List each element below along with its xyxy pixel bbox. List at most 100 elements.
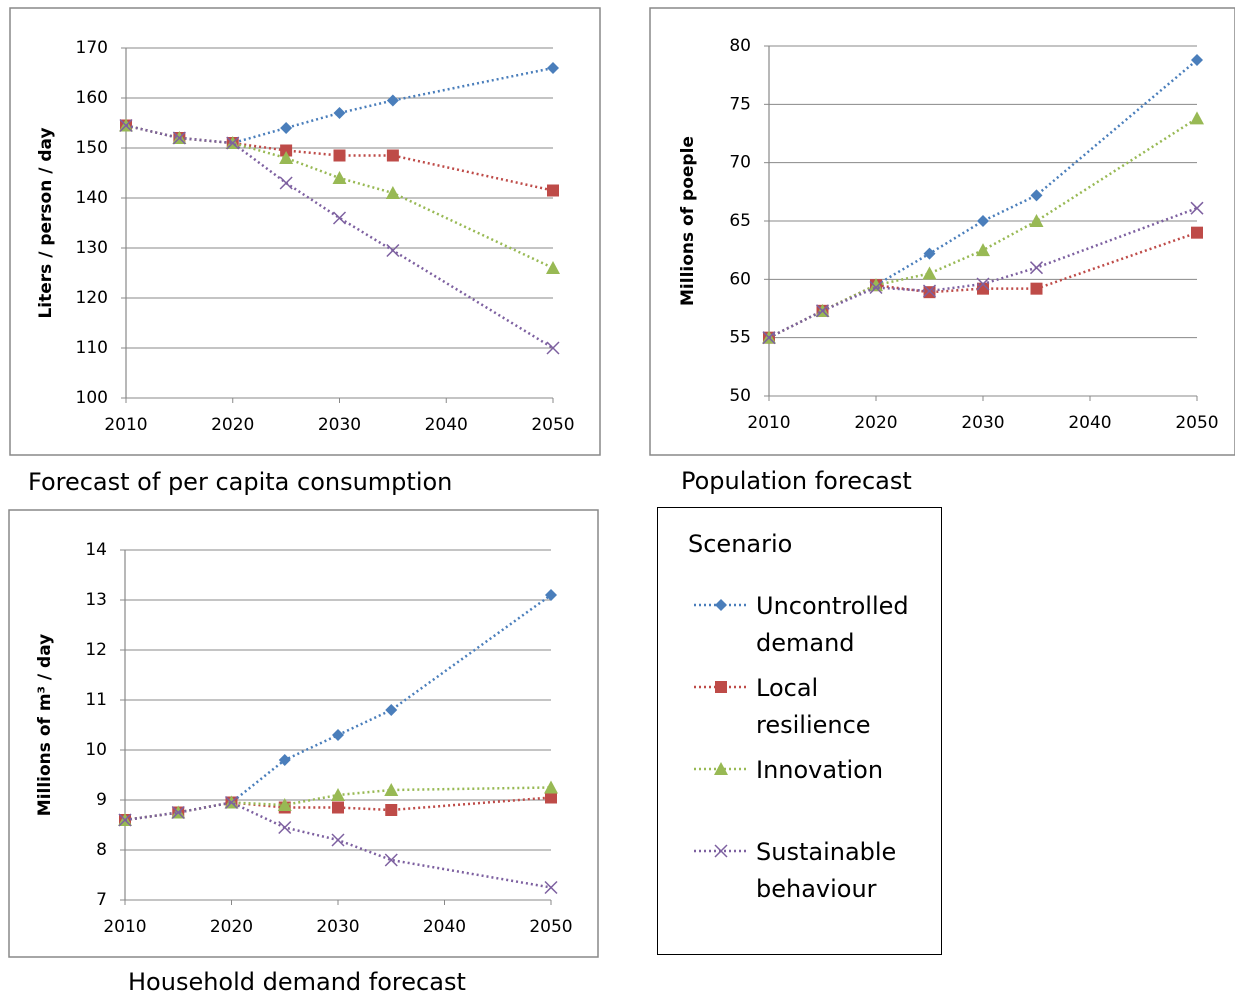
series-line — [125, 66, 554, 145]
data-point — [118, 813, 132, 827]
y-tick-label: 14 — [85, 540, 107, 560]
marker-stroke — [224, 795, 239, 810]
y-tick-label: 120 — [76, 288, 108, 308]
data-point — [1191, 226, 1203, 239]
data-point — [547, 62, 559, 74]
data-point — [385, 186, 400, 199]
data-point — [385, 804, 398, 816]
series-line — [768, 117, 1198, 339]
legend-marker — [715, 681, 727, 693]
x-tick-label: 2050 — [529, 917, 572, 937]
x-tick-label: 2030 — [961, 413, 1004, 433]
data-point — [171, 805, 185, 820]
y-axis-label: Liters / person / day — [36, 127, 56, 318]
data-point — [1029, 214, 1044, 227]
data-point — [280, 144, 293, 157]
y-tick-label: 130 — [76, 238, 108, 258]
x-tick-label: 2010 — [104, 415, 147, 435]
marker-stroke — [714, 844, 728, 858]
legend: Scenario Uncontrolled demand Local resili… — [657, 507, 942, 955]
data-point — [976, 277, 990, 291]
data-point — [172, 131, 186, 145]
data-point — [544, 880, 558, 895]
legend-marker — [714, 844, 728, 858]
y-tick-label: 80 — [729, 36, 751, 56]
data-point — [280, 122, 293, 134]
legend-label: Innovation — [756, 756, 884, 784]
marker-stroke — [119, 118, 133, 133]
legend-title: Scenario — [688, 530, 793, 558]
marker-stroke — [226, 136, 240, 150]
data-point — [922, 266, 937, 280]
data-point — [545, 589, 557, 601]
chart-caption: Household demand forecast — [128, 968, 466, 996]
data-point — [385, 704, 398, 716]
y-tick-label: 55 — [729, 328, 751, 348]
data-point — [277, 798, 292, 811]
y-tick-label: 110 — [76, 338, 108, 358]
marker-stroke — [172, 131, 186, 145]
data-point — [333, 107, 346, 119]
y-tick-label: 100 — [76, 388, 108, 408]
data-point — [332, 729, 344, 741]
chart-caption: Population forecast — [681, 467, 912, 495]
marker-stroke — [546, 341, 560, 355]
legend-swatch — [694, 599, 748, 611]
data-point — [815, 304, 830, 318]
y-tick-label: 12 — [85, 640, 107, 660]
marker-stroke — [976, 277, 990, 291]
data-point — [1191, 54, 1203, 66]
y-tick-label: 8 — [96, 840, 107, 860]
data-point — [331, 833, 345, 847]
y-axis-label: Millions of m³ / day — [35, 634, 55, 816]
x-tick-label: 2040 — [423, 917, 466, 937]
data-point — [976, 243, 990, 257]
marker-stroke — [332, 211, 347, 225]
y-tick-label: 75 — [729, 94, 751, 114]
data-point — [1190, 201, 1204, 215]
data-point — [279, 151, 294, 164]
data-point — [226, 136, 240, 150]
data-point — [547, 184, 559, 197]
x-tick-label: 2050 — [531, 415, 574, 435]
y-tick-label: 65 — [729, 211, 751, 231]
marker-stroke — [118, 813, 132, 827]
series-line — [124, 593, 552, 822]
data-point — [386, 94, 399, 107]
y-tick-label: 13 — [85, 590, 107, 610]
x-tick-label: 2010 — [747, 413, 790, 433]
y-tick-label: 9 — [96, 790, 107, 810]
legend-label: Local resilience — [756, 674, 871, 739]
data-point — [1029, 261, 1044, 275]
legend-marker — [714, 762, 728, 775]
marker-stroke — [544, 880, 558, 895]
y-tick-label: 140 — [76, 188, 108, 208]
y-tick-label: 50 — [729, 386, 751, 406]
y-axis-label: Millions of poeple — [678, 136, 698, 306]
marker-stroke — [1190, 201, 1204, 215]
data-point — [1030, 189, 1043, 202]
marker-stroke — [762, 331, 776, 345]
data-point — [977, 282, 989, 295]
y-tick-label: 70 — [729, 153, 751, 173]
y-tick-label: 60 — [729, 269, 751, 289]
data-point — [386, 149, 399, 162]
x-tick-label: 2010 — [103, 917, 146, 937]
legend-swatch — [694, 762, 748, 775]
legend-marker — [715, 599, 727, 611]
data-point — [278, 754, 291, 766]
y-tick-label: 11 — [85, 690, 107, 710]
legend-label: Uncontrolled demand — [756, 592, 909, 657]
marker-stroke — [278, 820, 292, 835]
data-point — [922, 284, 937, 298]
legend-swatch — [694, 681, 748, 693]
marker-stroke — [922, 284, 937, 298]
data-point — [1030, 282, 1043, 295]
data-point — [1190, 111, 1204, 125]
marker-stroke — [331, 833, 345, 847]
data-point — [333, 149, 346, 162]
x-tick-label: 2020 — [854, 413, 897, 433]
marker-stroke — [171, 805, 185, 820]
